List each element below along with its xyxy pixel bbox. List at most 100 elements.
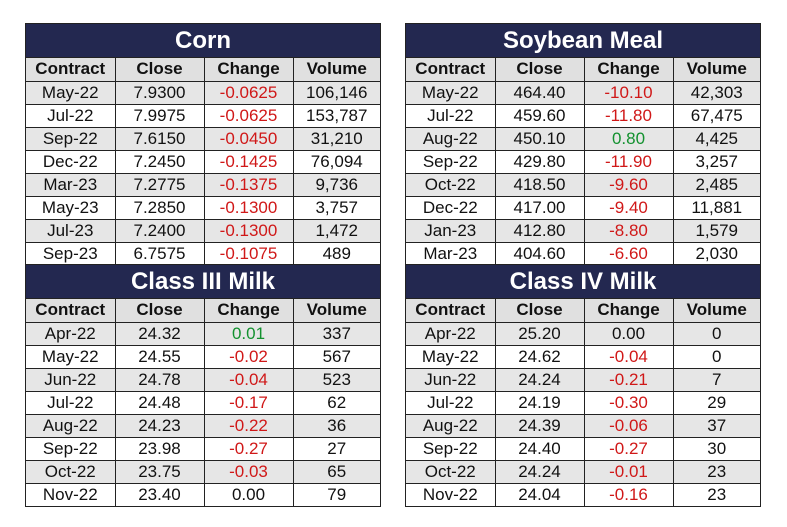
change-cell: -0.1375 [203, 172, 294, 197]
header-contract: Contract [406, 58, 496, 82]
close-cell: 24.78 [114, 367, 205, 392]
change-cell: 0.00 [583, 321, 674, 346]
header-row: Contract Close Change Volume [26, 299, 380, 323]
volume-cell: 7 [672, 367, 760, 392]
table-row: May-23 7.2850 -0.1300 3,757 [26, 195, 380, 220]
header-change: Change [203, 58, 294, 82]
volume-cell: 37 [672, 413, 760, 438]
close-cell: 404.60 [494, 241, 585, 265]
volume-cell: 4,425 [672, 126, 760, 151]
change-cell: -0.1075 [203, 241, 294, 265]
change-cell: -0.30 [583, 390, 674, 415]
table-row: Nov-22 24.04 -0.16 23 [406, 482, 760, 506]
header-contract: Contract [26, 58, 116, 82]
table-row: Jan-23 412.80 -8.80 1,579 [406, 218, 760, 243]
header-change: Change [583, 58, 674, 82]
close-cell: 24.55 [114, 344, 205, 369]
change-cell: -0.04 [203, 367, 294, 392]
panel-title: Class IV Milk [406, 265, 760, 299]
contract-cell: May-22 [26, 80, 116, 105]
change-cell: -6.60 [583, 241, 674, 265]
change-cell: -9.60 [583, 172, 674, 197]
change-cell: -10.10 [583, 80, 674, 105]
contract-cell: May-22 [406, 344, 496, 369]
table-row: May-22 24.55 -0.02 567 [26, 344, 380, 369]
volume-cell: 2,485 [672, 172, 760, 197]
close-cell: 429.80 [494, 149, 585, 174]
volume-cell: 31,210 [292, 126, 380, 151]
table-row: Mar-23 7.2775 -0.1375 9,736 [26, 172, 380, 197]
contract-cell: Jul-22 [406, 390, 496, 415]
volume-cell: 3,257 [672, 149, 760, 174]
header-row: Contract Close Change Volume [26, 58, 380, 82]
close-cell: 412.80 [494, 218, 585, 243]
change-cell: -8.80 [583, 218, 674, 243]
change-cell: -0.1300 [203, 195, 294, 220]
contract-cell: Sep-22 [26, 436, 116, 461]
change-cell: 0.01 [203, 321, 294, 346]
contract-cell: Mar-23 [26, 172, 116, 197]
close-cell: 6.7575 [114, 241, 205, 265]
header-close: Close [114, 299, 205, 323]
table-row: Apr-22 25.20 0.00 0 [406, 321, 760, 346]
contract-cell: Dec-22 [406, 195, 496, 220]
panel-title: Soybean Meal [406, 24, 760, 58]
contract-cell: Nov-22 [26, 482, 116, 506]
change-cell: -0.0625 [203, 103, 294, 128]
table-row: Jul-22 7.9975 -0.0625 153,787 [26, 103, 380, 128]
close-cell: 7.9975 [114, 103, 205, 128]
soybean-meal-panel: Soybean Meal Contract Close Change Volum… [405, 23, 761, 266]
volume-cell: 0 [672, 321, 760, 346]
contract-cell: Nov-22 [406, 482, 496, 506]
header-volume: Volume [292, 58, 380, 82]
contract-cell: Jan-23 [406, 218, 496, 243]
table-row: May-22 7.9300 -0.0625 106,146 [26, 80, 380, 105]
table-row: Oct-22 23.75 -0.03 65 [26, 459, 380, 484]
contract-cell: Apr-22 [26, 321, 116, 346]
close-cell: 418.50 [494, 172, 585, 197]
table-row: Aug-22 24.23 -0.22 36 [26, 413, 380, 438]
change-cell: -0.17 [203, 390, 294, 415]
volume-cell: 567 [292, 344, 380, 369]
close-cell: 7.2775 [114, 172, 205, 197]
table-row: Oct-22 24.24 -0.01 23 [406, 459, 760, 484]
close-cell: 25.20 [494, 321, 585, 346]
table-row: Sep-22 429.80 -11.90 3,257 [406, 149, 760, 174]
contract-cell: Jul-22 [26, 103, 116, 128]
volume-cell: 76,094 [292, 149, 380, 174]
header-contract: Contract [26, 299, 116, 323]
contract-cell: Oct-22 [26, 459, 116, 484]
volume-cell: 1,579 [672, 218, 760, 243]
close-cell: 24.48 [114, 390, 205, 415]
close-cell: 417.00 [494, 195, 585, 220]
change-cell: -0.03 [203, 459, 294, 484]
table-row: Dec-22 7.2450 -0.1425 76,094 [26, 149, 380, 174]
contract-cell: Oct-22 [406, 172, 496, 197]
close-cell: 7.2400 [114, 218, 205, 243]
close-cell: 24.23 [114, 413, 205, 438]
quotes-table: Contract Close Change Volume May-22 464.4… [406, 58, 760, 265]
table-row: May-22 24.62 -0.04 0 [406, 344, 760, 369]
header-change: Change [583, 299, 674, 323]
close-cell: 23.98 [114, 436, 205, 461]
contract-cell: Mar-23 [406, 241, 496, 265]
volume-cell: 153,787 [292, 103, 380, 128]
class-iii-milk-panel: Class III Milk Contract Close Change Vol… [25, 264, 381, 507]
header-row: Contract Close Change Volume [406, 58, 760, 82]
table-row: Jul-23 7.2400 -0.1300 1,472 [26, 218, 380, 243]
header-volume: Volume [672, 299, 760, 323]
contract-cell: Sep-22 [26, 126, 116, 151]
contract-cell: Jul-22 [26, 390, 116, 415]
close-cell: 459.60 [494, 103, 585, 128]
close-cell: 24.62 [494, 344, 585, 369]
table-row: Sep-22 23.98 -0.27 27 [26, 436, 380, 461]
panel-title: Corn [26, 24, 380, 58]
table-row: Jul-22 24.48 -0.17 62 [26, 390, 380, 415]
contract-cell: Jun-22 [26, 367, 116, 392]
volume-cell: 65 [292, 459, 380, 484]
volume-cell: 42,303 [672, 80, 760, 105]
close-cell: 24.24 [494, 367, 585, 392]
close-cell: 450.10 [494, 126, 585, 151]
volume-cell: 11,881 [672, 195, 760, 220]
volume-cell: 0 [672, 344, 760, 369]
